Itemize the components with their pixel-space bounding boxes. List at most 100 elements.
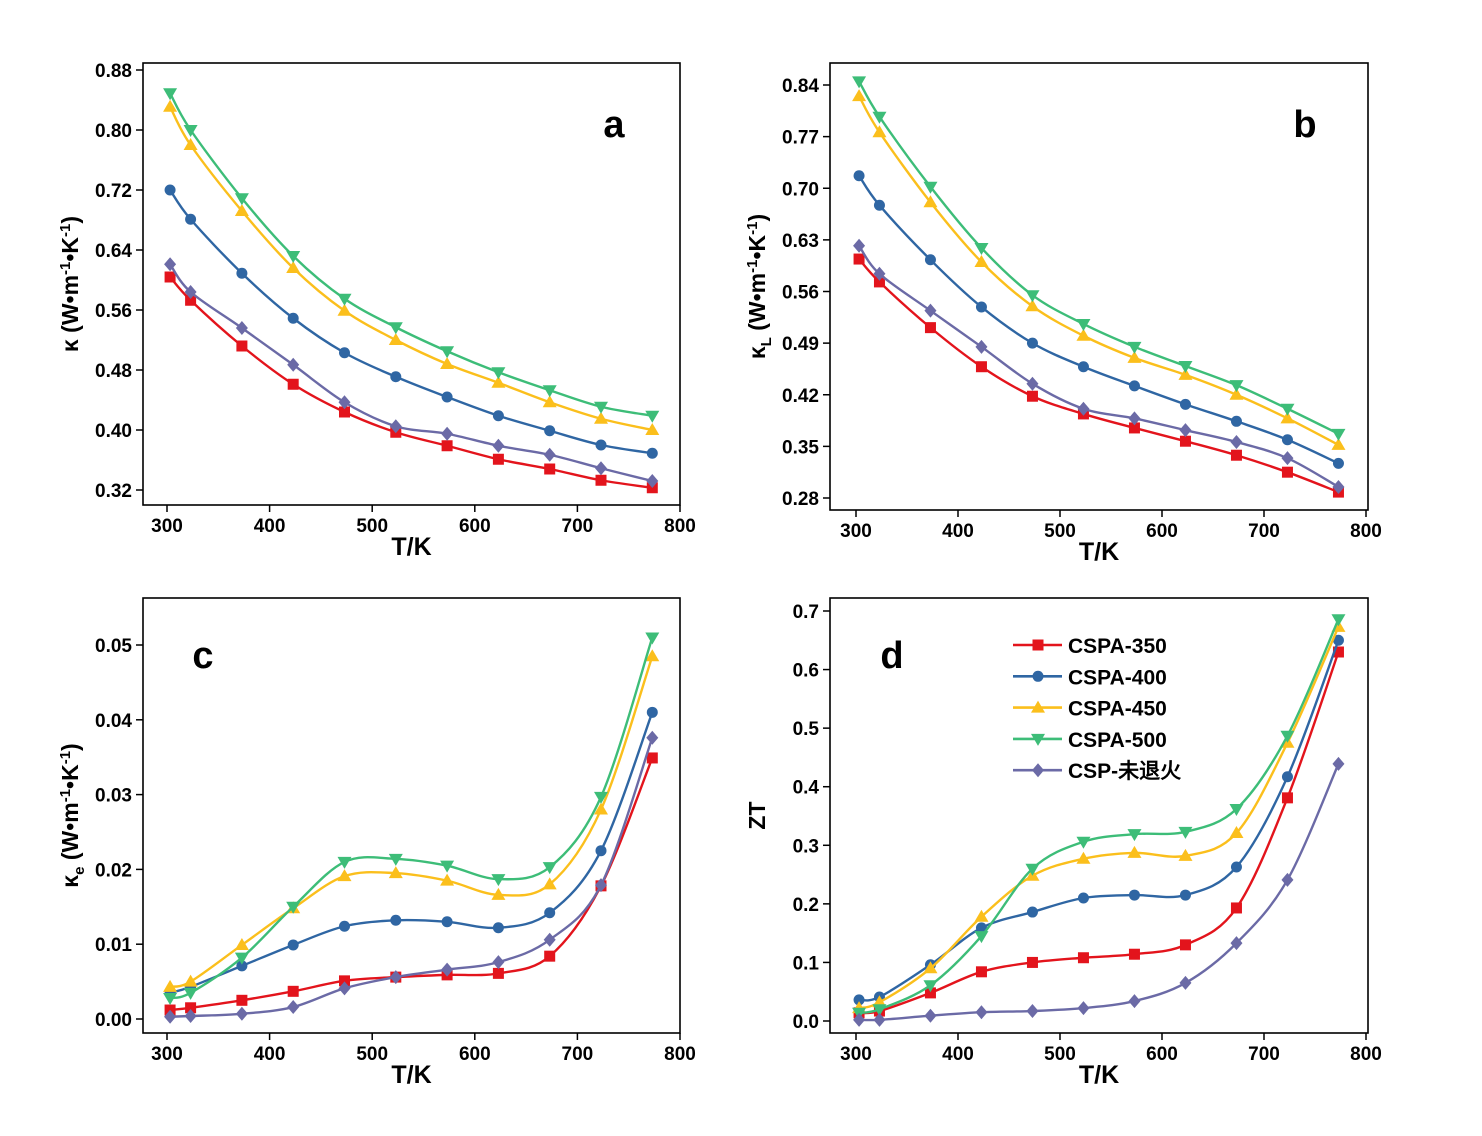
data-point: [388, 866, 403, 879]
data-point: [873, 1012, 886, 1027]
data-point: [1127, 845, 1142, 858]
series-4: [164, 257, 659, 488]
legend-label: CSP-未退火: [1068, 760, 1181, 783]
data-point: [924, 303, 937, 318]
data-point: [235, 321, 248, 335]
y-axis-label-part: -1: [744, 222, 761, 235]
data-point: [492, 410, 504, 422]
panel-label: c: [192, 635, 213, 677]
y-axis-label-part: -1: [744, 260, 761, 273]
data-point: [1178, 360, 1193, 373]
data-point: [183, 974, 198, 987]
x-tick-label: 700: [1248, 1044, 1280, 1065]
data-point: [593, 401, 608, 414]
data-point: [236, 994, 248, 1006]
data-point: [164, 257, 177, 272]
data-point: [853, 238, 866, 253]
x-tick-label: 800: [1350, 521, 1382, 542]
x-tick-label: 800: [664, 516, 696, 537]
data-point: [924, 322, 936, 334]
data-point: [287, 985, 299, 997]
data-point: [1179, 889, 1191, 901]
data-point: [645, 423, 660, 435]
y-axis-label-part: -1: [57, 751, 74, 764]
y-tick-label: 0.1: [793, 953, 820, 974]
legend-label: CSPA-500: [1068, 729, 1167, 752]
data-point: [163, 993, 178, 1006]
data-point: [595, 439, 607, 451]
data-point: [441, 962, 454, 977]
y-axis-label-part: (W•m: [57, 275, 83, 339]
y-tick-label: 0.56: [782, 283, 819, 304]
data-point: [337, 869, 352, 882]
data-point: [594, 878, 607, 893]
plot-frame: [142, 62, 681, 506]
series-1: [164, 706, 658, 999]
data-point: [163, 99, 178, 112]
data-point: [491, 375, 506, 388]
panel-c: 300 400 500 600 700 800 0.00 0.01 0.02 0.03 0.04 0.…: [57, 597, 696, 1089]
data-point: [1178, 826, 1193, 839]
x-tick-label: 600: [1146, 1044, 1178, 1065]
data-point: [183, 125, 198, 137]
data-point: [1332, 457, 1344, 469]
data-point: [440, 357, 455, 369]
data-point: [646, 447, 658, 459]
data-point: [543, 932, 556, 947]
data-point: [1332, 479, 1345, 494]
data-point: [645, 649, 660, 662]
y-tick-label: 0.88: [95, 61, 132, 82]
series-line: [858, 175, 1339, 465]
data-point: [542, 395, 557, 408]
data-point: [1179, 423, 1192, 438]
series-line: [169, 637, 654, 1000]
data-point: [1230, 415, 1242, 427]
data-point: [1280, 411, 1295, 424]
data-point: [1229, 825, 1244, 838]
data-point: [1178, 367, 1193, 380]
data-point: [1076, 318, 1091, 331]
data-point: [1331, 614, 1346, 627]
data-point: [236, 340, 248, 352]
data-point: [1332, 756, 1345, 771]
series-4: [853, 238, 1345, 494]
data-point: [1230, 449, 1242, 461]
y-axis-label-part: •K: [57, 764, 83, 789]
data-point: [337, 856, 352, 869]
data-point: [164, 1009, 177, 1024]
data-point: [853, 170, 865, 182]
data-point: [185, 213, 197, 225]
y-axis-label-part: •K: [744, 234, 770, 259]
legend: CSPA-350 CSPA-400 CSPA-450 CSPA-500 CSP-未退火: [1013, 635, 1181, 783]
x-tick-label: 800: [1350, 1044, 1382, 1065]
data-point: [164, 184, 176, 196]
y-tick-label: 0.6: [793, 661, 819, 682]
y-axis-label-part: (W•m: [57, 802, 83, 866]
data-point: [1332, 634, 1344, 646]
series-line: [858, 95, 1340, 446]
data-point: [646, 474, 659, 488]
data-point: [1128, 994, 1141, 1009]
data-point: [646, 706, 658, 718]
data-point: [234, 952, 249, 965]
data-point: [1179, 435, 1191, 447]
y-axis-label: κe (W•m-1•K-1): [57, 743, 88, 887]
data-point: [1025, 863, 1040, 876]
series-line: [858, 80, 1339, 435]
y-tick-label: 0.35: [782, 437, 819, 458]
y-axis-label-part: -1: [57, 224, 74, 237]
data-point: [1076, 328, 1091, 341]
data-point: [441, 391, 453, 403]
x-tick-label: 400: [942, 521, 974, 542]
y-axis-label: κ (W•m-1•K-1): [57, 216, 83, 352]
data-point: [184, 285, 197, 299]
data-point: [1229, 380, 1244, 393]
data-point: [872, 1004, 887, 1017]
y-tick-label: 0.2: [793, 895, 819, 916]
series-2: [163, 99, 660, 435]
legend-label: CSPA-400: [1068, 666, 1167, 689]
legend-marker: [1032, 763, 1044, 778]
panel-a: 300 400 500 600 700 800 0.32 0.40 0.48 0.56 0.64 0.…: [57, 61, 696, 561]
x-tick-label: 300: [151, 516, 183, 537]
